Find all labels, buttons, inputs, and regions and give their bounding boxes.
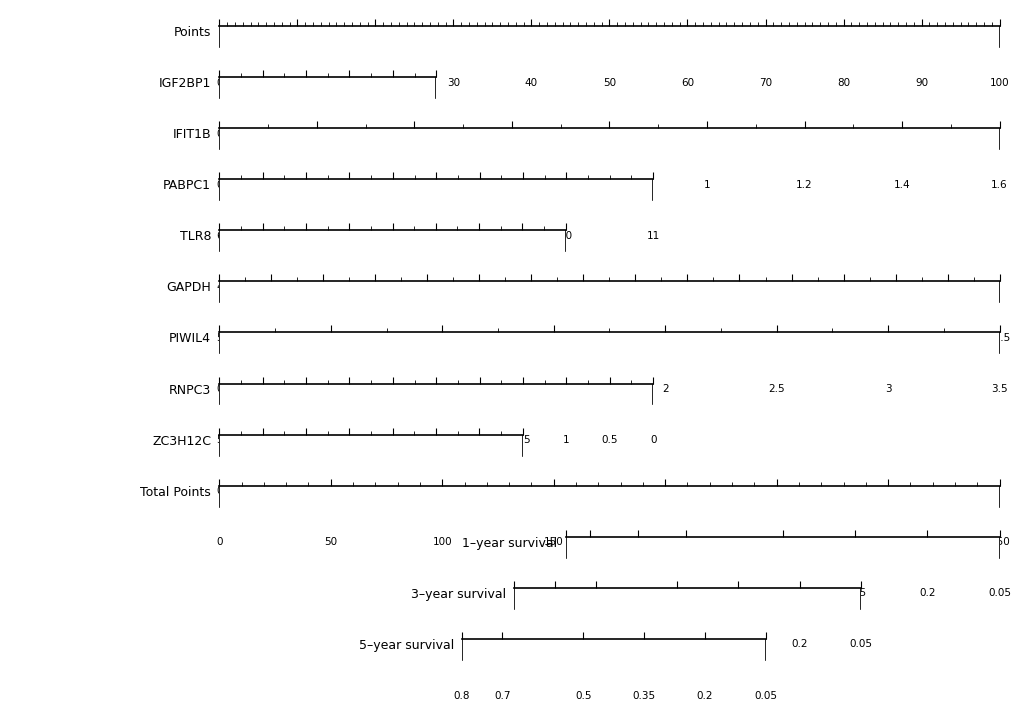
Text: PABPC1: PABPC1 bbox=[163, 179, 211, 192]
Text: 5–year survival: 5–year survival bbox=[359, 639, 453, 652]
Text: PIWIL4: PIWIL4 bbox=[169, 333, 211, 346]
Text: GAPDH: GAPDH bbox=[166, 281, 211, 294]
Text: 3–year survival: 3–year survival bbox=[411, 588, 505, 601]
Text: IFIT1B: IFIT1B bbox=[172, 129, 211, 141]
Text: IGF2BP1: IGF2BP1 bbox=[159, 77, 211, 90]
Text: Total Points: Total Points bbox=[141, 486, 211, 498]
Text: TLR8: TLR8 bbox=[179, 231, 211, 243]
Text: RNPC3: RNPC3 bbox=[169, 383, 211, 396]
Text: 1–year survival: 1–year survival bbox=[462, 537, 557, 550]
Text: ZC3H12C: ZC3H12C bbox=[152, 435, 211, 448]
Text: Points: Points bbox=[173, 26, 211, 39]
